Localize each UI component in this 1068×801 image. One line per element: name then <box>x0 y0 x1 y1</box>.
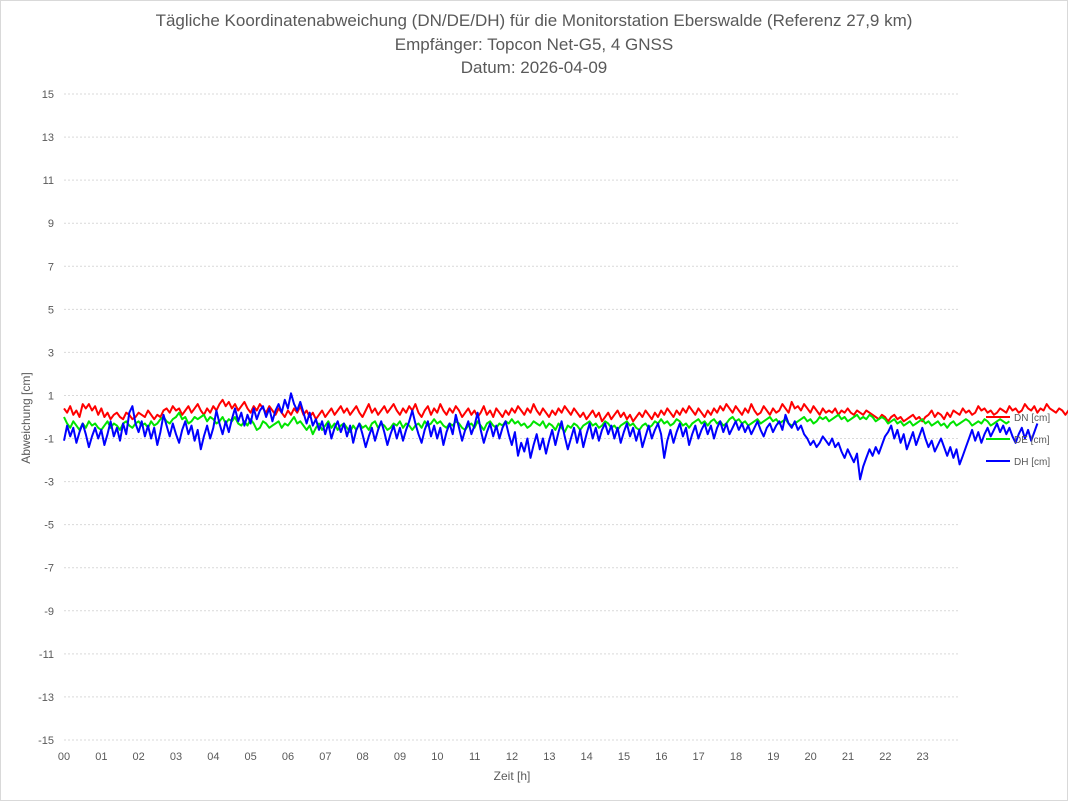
y-tick-label: 5 <box>48 304 54 316</box>
x-tick-label: 06 <box>282 751 294 763</box>
x-axis-label: Zeit [h] <box>494 769 531 783</box>
y-tick-label: -13 <box>38 692 54 704</box>
legend-label-de: DE [cm] <box>1014 435 1050 446</box>
x-tick-label: 00 <box>58 751 70 763</box>
x-tick-label: 18 <box>730 751 742 763</box>
y-tick-label: -1 <box>44 434 54 446</box>
x-tick-label: 02 <box>133 751 145 763</box>
x-tick-label: 03 <box>170 751 182 763</box>
y-tick-label: 13 <box>42 132 54 144</box>
series-line-de <box>63 411 1010 436</box>
y-tick-label: -11 <box>39 649 54 661</box>
y-tick-label: 1 <box>48 390 54 402</box>
y-tick-label: 7 <box>48 261 54 273</box>
y-tick-label: 15 <box>42 89 54 101</box>
legend-label-dh: DH [cm] <box>1014 457 1050 468</box>
series-line-dn <box>63 398 1068 423</box>
y-tick-label: -9 <box>44 606 54 618</box>
x-tick-label: 20 <box>805 751 817 763</box>
y-tick-label: -3 <box>44 477 54 489</box>
x-tick-label: 07 <box>319 751 331 763</box>
y-tick-label: -7 <box>44 563 54 575</box>
x-tick-label: 05 <box>245 751 257 763</box>
y-tick-label: 11 <box>43 175 54 187</box>
x-tick-label: 16 <box>655 751 667 763</box>
x-tick-label: 14 <box>581 751 593 763</box>
gridlines <box>64 93 960 741</box>
x-tick-label: 17 <box>693 751 705 763</box>
x-axis-ticks: 00 01 02 03 04 05 06 07 08 09 10 11 12 13 14 15 16 17 18 19… <box>58 751 929 763</box>
y-axis-label: Abweichung [cm] <box>19 372 33 463</box>
chart-subtitle-receiver: Empfänger: Topcon Net-G5, 4 GNSS <box>394 35 674 54</box>
x-tick-label: 22 <box>879 751 891 763</box>
chart-subtitle-date: Datum: 2026-04-09 <box>460 58 608 77</box>
y-tick-label: -5 <box>44 520 54 532</box>
series-lines <box>63 392 1068 481</box>
x-tick-label: 09 <box>394 751 406 763</box>
legend-label-dn: DN [cm] <box>1014 413 1050 424</box>
x-tick-label: 13 <box>543 751 555 763</box>
x-tick-label: 10 <box>431 751 443 763</box>
x-tick-label: 23 <box>917 751 929 763</box>
x-tick-label: 21 <box>842 751 854 763</box>
x-tick-label: 11 <box>469 751 480 763</box>
legend: DN [cm] DE [cm] DH [cm] <box>986 413 1050 468</box>
y-axis-ticks: 15 13 11 9 7 5 3 1 -1 -3 -5 -7 -9 -11 -13 -15 <box>38 89 54 747</box>
x-tick-label: 08 <box>357 751 369 763</box>
x-tick-label: 01 <box>95 751 107 763</box>
x-tick-label: 12 <box>506 751 518 763</box>
x-tick-label: 19 <box>767 751 779 763</box>
y-tick-label: 3 <box>48 347 54 359</box>
y-tick-label: 9 <box>48 218 54 230</box>
series-line-dh <box>63 392 1039 481</box>
x-tick-label: 04 <box>207 751 219 763</box>
chart-title: Tägliche Koordinatenabweichung (DN/DE/DH… <box>155 11 913 30</box>
x-tick-label: 15 <box>618 751 630 763</box>
y-tick-label: -15 <box>38 735 54 747</box>
